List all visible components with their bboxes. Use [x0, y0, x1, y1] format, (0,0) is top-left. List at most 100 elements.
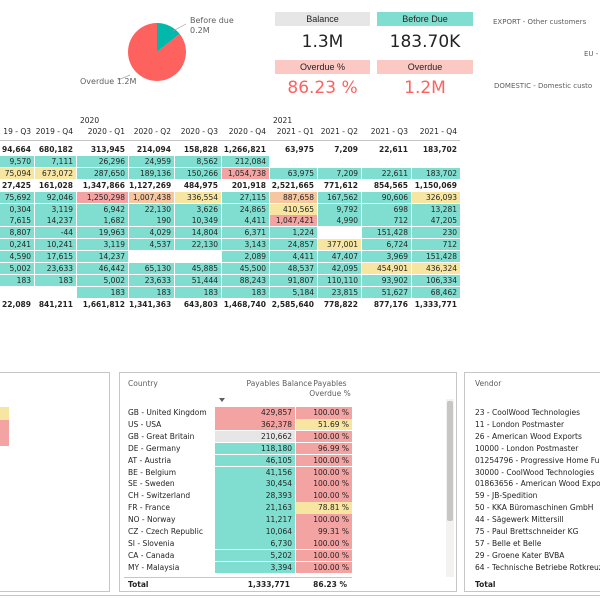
matrix-total-cell: 680,182: [38, 145, 73, 154]
matrix-cell: 150,266: [175, 167, 221, 179]
vendor-item[interactable]: 64 - Technische Betriebe Rotkreuz: [475, 562, 600, 572]
payables-balance-column-header[interactable]: Payables Balance: [246, 379, 312, 388]
country-name[interactable]: FR - France: [128, 503, 170, 513]
matrix-total-cell: 1,661,812: [82, 299, 125, 309]
country-name[interactable]: NO - Norway: [128, 515, 176, 525]
pie-slice-overdue[interactable]: [127, 23, 186, 82]
column-header[interactable]: 19 - Q3: [3, 127, 31, 136]
matrix-total-cell: 27,425: [2, 180, 31, 190]
matrix-cell: 183: [175, 286, 221, 298]
country-name[interactable]: CZ - Czech Republic: [128, 527, 203, 536]
segment-export-label[interactable]: EXPORT - Other customers: [493, 18, 587, 26]
matrix-total-cell: 1,333,771: [414, 299, 457, 309]
overdue-card-title: Overdue: [377, 60, 473, 74]
country-name[interactable]: SE - Sweden: [128, 479, 175, 489]
overdue-pct-card-title: Overdue %: [275, 60, 370, 74]
matrix-cell: 7,111: [35, 155, 76, 167]
year-header-2021: 2021: [273, 116, 293, 125]
vendor-column-header[interactable]: Vendor: [475, 379, 502, 388]
matrix-cell: 410,565: [270, 203, 317, 215]
country-name[interactable]: GB - Great Britain: [128, 431, 195, 441]
column-header[interactable]: 2021 - Q4: [419, 127, 457, 136]
matrix-cell: 92,046: [35, 191, 76, 203]
country-overdue-pct: 99.31 %: [296, 526, 352, 538]
column-header[interactable]: 2021 - Q2: [320, 127, 358, 136]
payables-overdue-column-header[interactable]: Payables Overdue %: [309, 379, 351, 398]
country-total-balance: 1,333,771: [247, 580, 290, 589]
column-header[interactable]: 2020 - Q4: [228, 127, 266, 136]
matrix-cell: [318, 156, 361, 167]
country-overdue-pct: 78.81 %: [296, 502, 352, 514]
column-header[interactable]: 2019 - Q4: [35, 127, 73, 136]
vendor-item[interactable]: 75 - Paul Brettschneider KG: [475, 527, 579, 536]
matrix-cell: 22,611: [362, 167, 411, 179]
vendor-item[interactable]: 23 - CoolWood Technologies: [475, 408, 580, 417]
matrix-cell: 151,428: [412, 251, 460, 263]
country-name[interactable]: GB - United Kingdom: [128, 408, 207, 417]
segment-eu-label[interactable]: EU -: [584, 50, 599, 58]
matrix-cell: 1,224: [270, 227, 317, 239]
matrix-total-cell: 2,521,665: [271, 180, 314, 190]
matrix-total-cell: 313,945: [90, 145, 125, 154]
country-column-header[interactable]: Country: [128, 379, 158, 388]
matrix-cell: 10,241: [35, 239, 76, 251]
vendor-item[interactable]: 26 - American Wood Exports: [475, 431, 582, 441]
matrix-total-cell: 877,176: [373, 299, 408, 309]
country-name[interactable]: MY - Malaysia: [128, 562, 180, 572]
country-table: Country Payables Balance Payables Overdu…: [119, 372, 457, 592]
country-overdue-pct: 51.69 %: [296, 418, 352, 431]
country-name[interactable]: SI - Slovenia: [128, 538, 175, 548]
matrix-cell: 230: [412, 227, 460, 239]
matrix-cell: 13,281: [412, 203, 460, 215]
segment-domestic-label[interactable]: DOMESTIC - Domestic custo: [494, 82, 593, 90]
column-header[interactable]: 2020 - Q2: [133, 127, 171, 136]
vendor-item[interactable]: 59 - JB-Spedition: [475, 491, 538, 501]
vendor-item[interactable]: 57 - Belle et Belle: [475, 538, 542, 548]
vendor-item[interactable]: 11 - London Postmaster: [475, 419, 565, 429]
vendor-item[interactable]: 30000 - CoolWood Technologies: [475, 467, 595, 477]
country-name[interactable]: AT - Austria: [128, 455, 172, 465]
country-name[interactable]: DE - Germany: [128, 443, 181, 453]
matrix-cell: 1,250,298: [77, 191, 128, 203]
matrix-cell: 45,885: [175, 263, 221, 274]
country-scrollbar-thumb[interactable]: [447, 401, 453, 521]
matrix-total-cell: 484,975: [183, 180, 218, 190]
country-name[interactable]: BE - Belgium: [128, 467, 177, 477]
country-balance: 429,857: [215, 407, 295, 419]
column-header[interactable]: 2020 - Q3: [180, 127, 218, 136]
matrix-cell: 3,119: [35, 203, 76, 215]
country-balance: 28,393: [215, 490, 295, 502]
matrix-cell: 46,442: [77, 263, 128, 274]
matrix-cell: 75,692: [0, 191, 34, 203]
matrix-cell: 17,615: [35, 251, 76, 263]
matrix-total-cell: 183,702: [422, 145, 457, 154]
matrix-cell: [412, 156, 460, 167]
vendor-item[interactable]: 44 - Sägewerk Mittersill: [475, 515, 564, 525]
matrix-cell: 2,089: [222, 251, 269, 263]
matrix-cell: 75,094: [0, 167, 34, 179]
vendor-item[interactable]: 29 - Groene Kater BVBA: [475, 550, 565, 560]
column-header[interactable]: 2021 - Q3: [370, 127, 408, 136]
column-header[interactable]: 2021 - Q1: [276, 127, 314, 136]
country-balance: 5,202: [215, 549, 295, 562]
left-panel-bar-2: [0, 420, 9, 433]
vendor-item[interactable]: 10000 - London Postmaster: [475, 443, 579, 453]
country-name[interactable]: CA - Canada: [128, 550, 175, 560]
vendor-item[interactable]: 50 - KKA Büromaschinen GmbH: [475, 503, 594, 513]
sort-desc-icon[interactable]: [219, 398, 225, 402]
matrix-cell: [270, 156, 317, 167]
matrix-cell: [318, 227, 361, 238]
matrix-total-cell: 771,612: [323, 180, 358, 190]
matrix-cell: [0, 287, 34, 298]
country-overdue-pct: 100.00 %: [296, 490, 352, 502]
vendor-item[interactable]: 01863656 - American Wood Expor: [475, 479, 600, 489]
matrix-cell: 436,324: [412, 263, 460, 274]
matrix-cell: 1,007,438: [129, 191, 174, 203]
matrix-cell: 0,241: [0, 239, 34, 251]
country-name[interactable]: US - USA: [128, 419, 162, 429]
column-header[interactable]: 2020 - Q1: [87, 127, 125, 136]
vendor-item[interactable]: 01254796 - Progressive Home Fur: [475, 455, 600, 465]
country-name[interactable]: CH - Switzerland: [128, 491, 191, 501]
matrix-total-cell: 1,127,269: [129, 180, 172, 190]
overdue-pie-chart: Before due 0.2M Overdue 1.2M: [80, 16, 234, 86]
